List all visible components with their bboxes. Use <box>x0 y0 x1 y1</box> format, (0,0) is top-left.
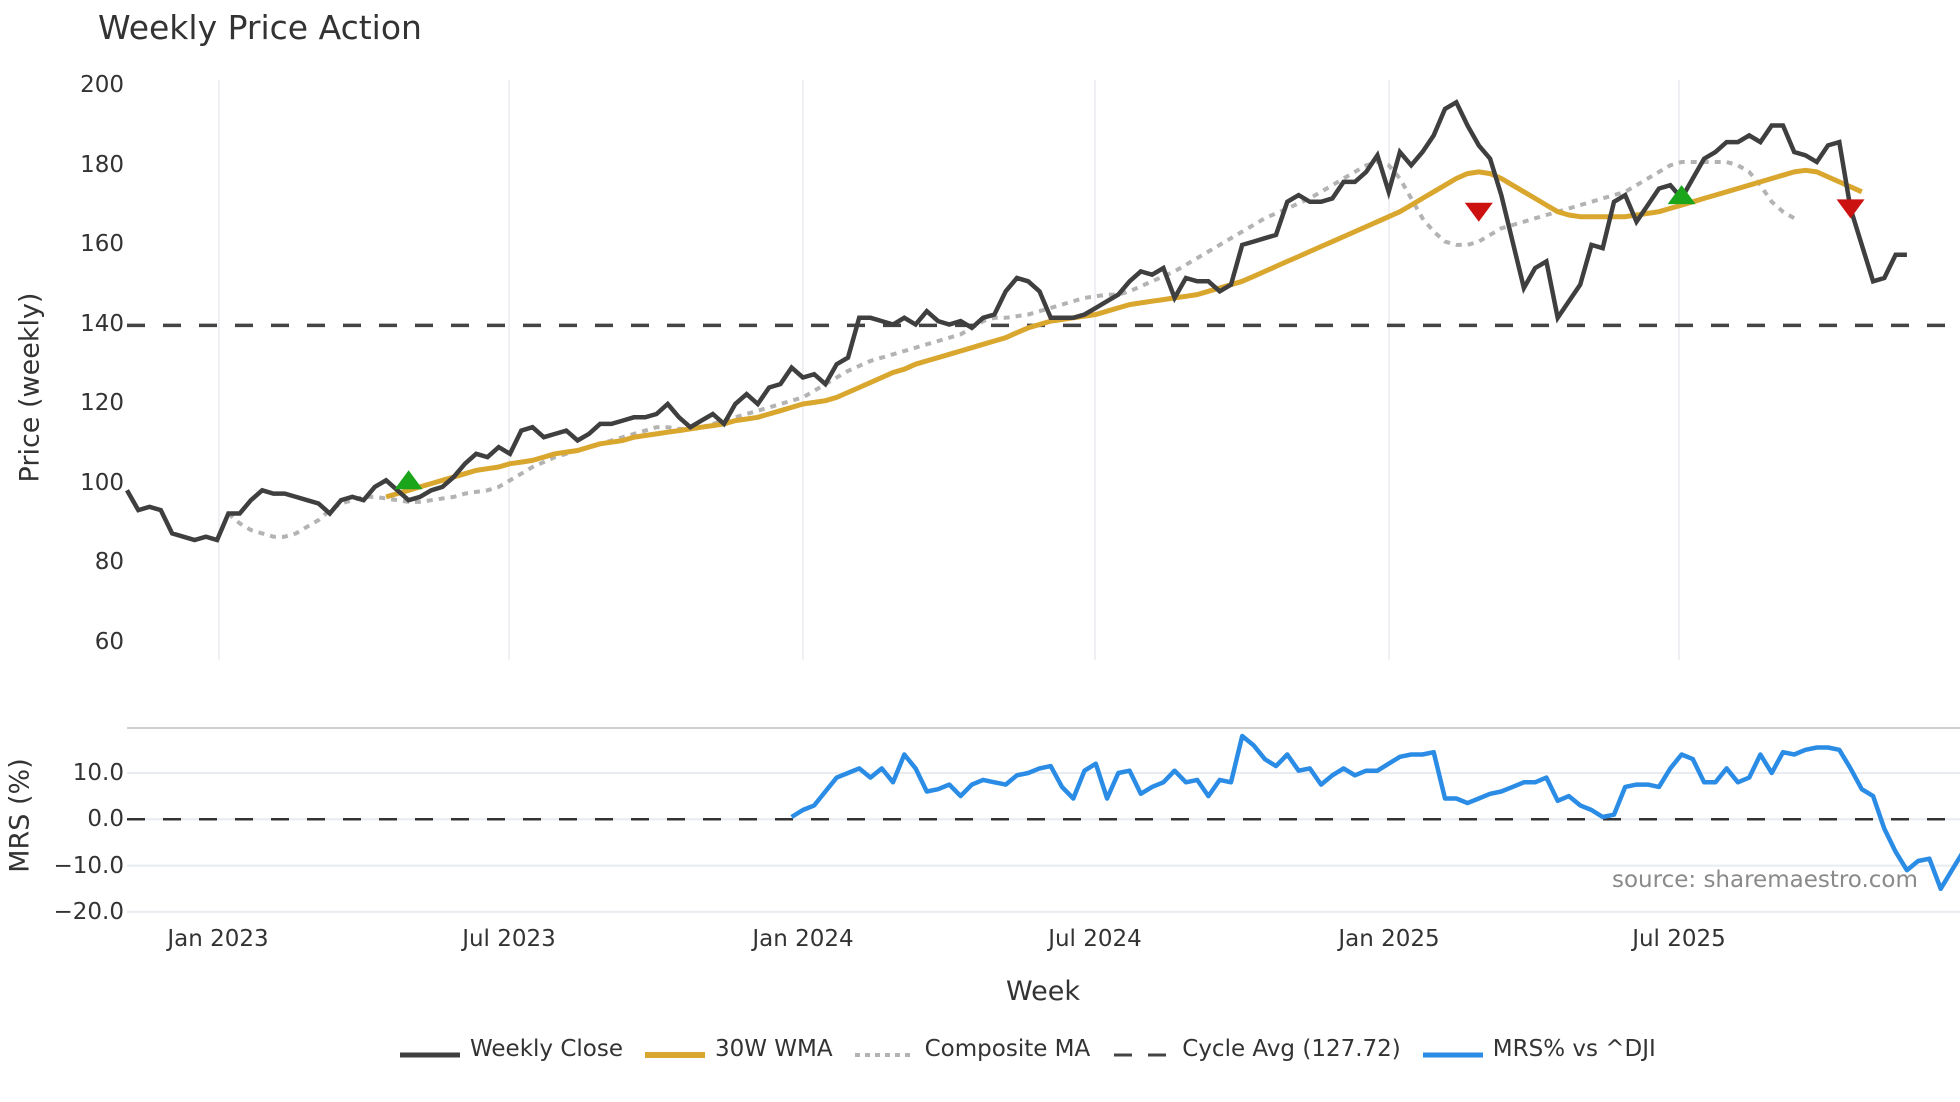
chart-title: Weekly Price Action <box>98 8 422 47</box>
price-tick: 160 <box>80 231 124 257</box>
legend-label: Composite MA <box>924 1036 1091 1062</box>
mrs-line <box>790 733 1960 892</box>
price-tick: 100 <box>80 470 124 496</box>
mrs-tick: 10.0 <box>72 760 124 786</box>
x-tick: Jan 2024 <box>752 926 854 952</box>
mrs-tick: −10.0 <box>53 853 124 879</box>
mrs-y-axis-label: MRS (%) <box>4 758 36 873</box>
x-tick: Jul 2023 <box>462 926 556 952</box>
legend-item-mrs[interactable]: MRS% vs ^DJI <box>1422 1036 1656 1062</box>
buy-signal-triangle-up-icon <box>1667 185 1696 205</box>
mrs-tick: −20.0 <box>53 899 124 925</box>
legend-dashed-line-icon <box>1112 1042 1173 1057</box>
legend-solid-line-icon <box>400 1042 460 1058</box>
legend-dotted-line-icon <box>854 1042 915 1057</box>
legend-solid-line-icon <box>1422 1042 1483 1058</box>
legend-item-cycle-avg[interactable]: Cycle Avg (127.72) <box>1112 1036 1401 1062</box>
legend-item-30w-wma[interactable]: 30W WMA <box>644 1036 833 1062</box>
price-tick: 200 <box>80 72 124 98</box>
x-tick: Jul 2025 <box>1632 926 1726 952</box>
legend-solid-line-icon <box>644 1042 705 1058</box>
chart-legend: Weekly Close 30W WMA Composite MA Cycle … <box>400 1036 1678 1062</box>
wma-30w-line <box>385 167 1863 500</box>
source-note: source: sharemaestro.com <box>1612 867 1918 893</box>
sell-signal-triangle-down-icon <box>1464 202 1493 222</box>
price-tick: 180 <box>80 152 124 178</box>
weekly-close-line <box>125 99 1907 543</box>
price-tick: 80 <box>94 549 124 575</box>
legend-item-composite-ma[interactable]: Composite MA <box>854 1036 1091 1062</box>
price-y-axis-label: Price (weekly) <box>14 292 46 483</box>
x-axis-label: Week <box>1006 976 1080 1007</box>
x-tick: Jul 2024 <box>1048 926 1142 952</box>
legend-item-weekly-close[interactable]: Weekly Close <box>400 1036 623 1062</box>
composite-ma-line <box>227 159 1796 539</box>
x-tick: Jan 2025 <box>1338 926 1440 952</box>
buy-signal-triangle-up-icon <box>394 470 423 490</box>
legend-label: Weekly Close <box>470 1036 623 1062</box>
x-tick: Jan 2023 <box>167 926 269 952</box>
sell-signal-triangle-down-icon <box>1836 199 1865 219</box>
legend-label: MRS% vs ^DJI <box>1492 1036 1656 1062</box>
price-tick: 60 <box>94 629 124 655</box>
legend-label: Cycle Avg (127.72) <box>1182 1036 1401 1062</box>
price-tick: 120 <box>80 390 124 416</box>
legend-label: 30W WMA <box>714 1036 833 1062</box>
mrs-tick: 0.0 <box>87 806 124 832</box>
price-tick: 140 <box>80 311 124 337</box>
